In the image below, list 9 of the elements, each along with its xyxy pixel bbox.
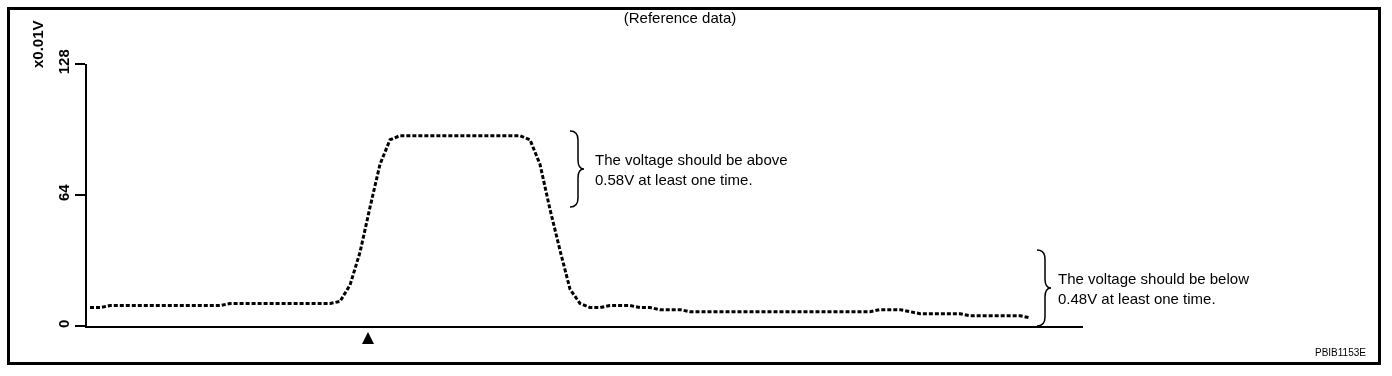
chart-title: (Reference data) [623,9,737,27]
y-tick-label: 0 [55,319,72,328]
text: The voltage should be below 0.48V at least one time. [1058,270,1250,307]
annotation: The voltage should be above 0.58V at least one time. [595,151,788,188]
line-series [88,134,1032,320]
y-axis-title: x0.01V [29,20,46,68]
y-tick-label: 64 [55,183,72,202]
text: PBIB1153E [1315,347,1367,358]
y-tick-label: 128 [55,49,72,75]
